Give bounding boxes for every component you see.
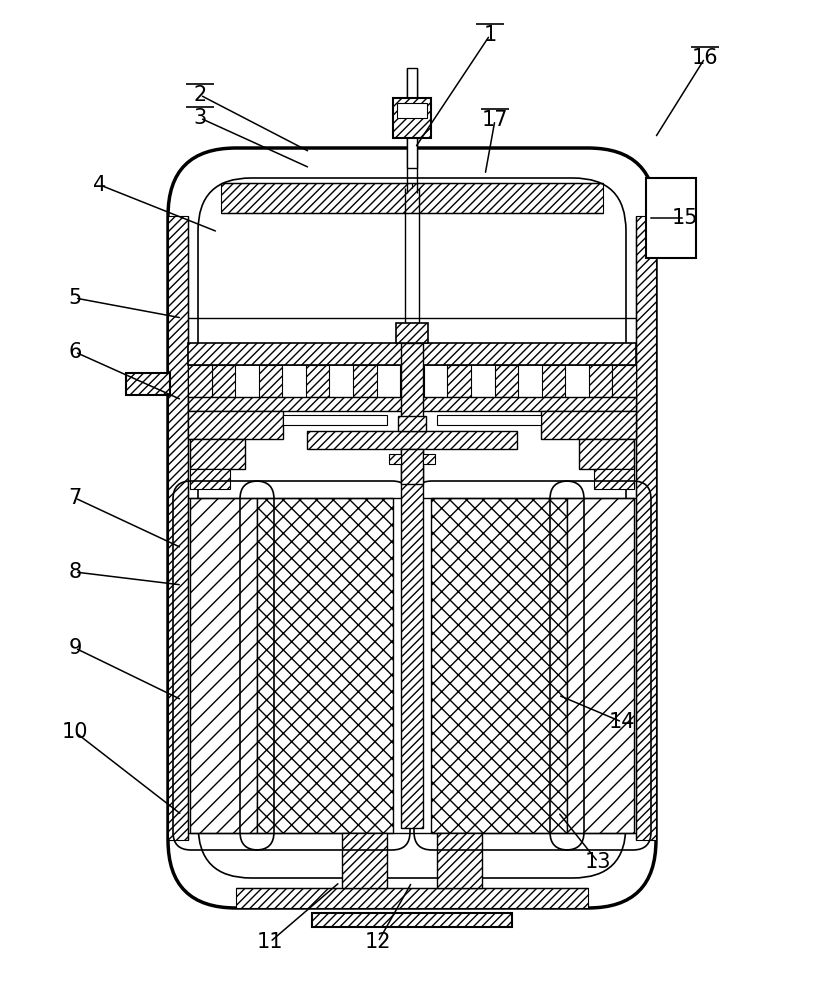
Polygon shape <box>236 888 588 908</box>
Text: 16: 16 <box>692 48 718 68</box>
Text: 3: 3 <box>194 108 207 128</box>
Polygon shape <box>431 498 567 833</box>
Polygon shape <box>190 498 257 833</box>
Polygon shape <box>400 365 424 397</box>
Polygon shape <box>259 365 283 397</box>
Polygon shape <box>541 411 636 439</box>
Polygon shape <box>636 216 656 840</box>
Polygon shape <box>423 454 435 464</box>
Polygon shape <box>393 98 431 138</box>
Polygon shape <box>221 183 603 213</box>
Polygon shape <box>437 833 482 888</box>
Text: 8: 8 <box>69 562 82 582</box>
Polygon shape <box>353 365 377 397</box>
Polygon shape <box>494 365 518 397</box>
Polygon shape <box>646 178 696 258</box>
Polygon shape <box>212 365 235 397</box>
Polygon shape <box>448 365 471 397</box>
Polygon shape <box>396 323 428 343</box>
Polygon shape <box>613 365 636 397</box>
Polygon shape <box>257 498 393 833</box>
Polygon shape <box>306 365 329 397</box>
Polygon shape <box>188 343 636 365</box>
Polygon shape <box>401 343 423 828</box>
FancyBboxPatch shape <box>168 148 656 908</box>
Text: 4: 4 <box>93 175 107 195</box>
Text: 17: 17 <box>482 110 508 130</box>
Polygon shape <box>397 103 427 118</box>
Polygon shape <box>398 416 426 431</box>
Polygon shape <box>401 449 423 484</box>
Text: 1: 1 <box>484 25 497 45</box>
Polygon shape <box>190 469 230 489</box>
Text: 7: 7 <box>69 488 82 508</box>
Polygon shape <box>168 216 188 840</box>
Text: 14: 14 <box>609 712 636 732</box>
Polygon shape <box>594 469 634 489</box>
Text: 11: 11 <box>257 932 283 952</box>
Polygon shape <box>188 365 212 397</box>
Polygon shape <box>347 431 477 443</box>
Polygon shape <box>283 415 387 425</box>
Polygon shape <box>307 431 517 449</box>
Text: 12: 12 <box>364 932 391 952</box>
Polygon shape <box>312 913 512 927</box>
Text: 9: 9 <box>69 638 82 658</box>
Polygon shape <box>190 439 245 469</box>
Polygon shape <box>567 498 634 833</box>
Polygon shape <box>437 415 541 425</box>
Polygon shape <box>579 439 634 469</box>
Polygon shape <box>126 373 170 395</box>
Polygon shape <box>407 68 417 168</box>
Polygon shape <box>188 365 636 405</box>
Polygon shape <box>188 411 283 439</box>
Text: 15: 15 <box>672 208 699 228</box>
Text: 2: 2 <box>194 85 207 105</box>
Text: 6: 6 <box>69 342 82 362</box>
Polygon shape <box>188 397 636 411</box>
Text: 5: 5 <box>69 288 82 308</box>
Text: 13: 13 <box>585 852 611 872</box>
Polygon shape <box>389 454 401 464</box>
Polygon shape <box>589 365 613 397</box>
Text: 10: 10 <box>62 722 88 742</box>
Polygon shape <box>542 365 565 397</box>
Polygon shape <box>342 833 387 888</box>
